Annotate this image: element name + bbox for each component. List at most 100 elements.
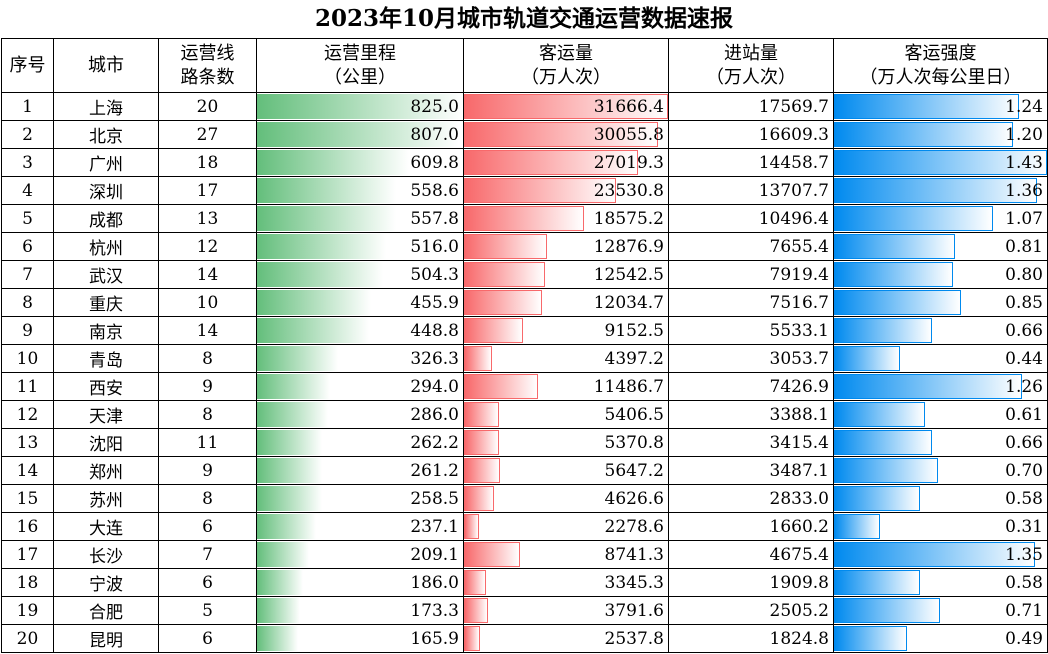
header-ridership: 客运量 （万人次） <box>463 38 669 93</box>
length-value: 557.8 <box>410 208 459 229</box>
intensity-value: 0.61 <box>1005 404 1043 425</box>
intensity-value: 1.24 <box>1005 96 1043 117</box>
intensity-databar <box>834 234 955 259</box>
cell-lines: 20 <box>158 92 257 121</box>
length-value: 609.8 <box>410 152 459 173</box>
cell-city: 武汉 <box>53 260 159 289</box>
ridership-databar <box>464 430 499 455</box>
cell-lines: 8 <box>158 344 257 373</box>
table-row: 7 武汉 14 504.3 12542.5 7919.4 0.80 <box>1 260 1048 289</box>
cell-intensity: 0.85 <box>833 288 1048 317</box>
cell-ridership: 2537.8 <box>463 624 669 653</box>
cell-intensity: 0.71 <box>833 596 1048 625</box>
cell-index: 12 <box>1 400 54 429</box>
header-entries: 进站量 （万人次） <box>668 38 834 93</box>
cell-index: 11 <box>1 372 54 401</box>
cell-length: 262.2 <box>256 428 464 457</box>
intensity-databar <box>834 570 921 595</box>
cell-ridership: 3791.6 <box>463 596 669 625</box>
cell-city: 广州 <box>53 148 159 177</box>
length-databar <box>257 486 322 511</box>
ridership-databar <box>464 122 658 147</box>
cell-lines: 9 <box>158 372 257 401</box>
intensity-databar <box>834 94 1019 119</box>
ridership-databar <box>464 514 479 539</box>
cell-lines: 27 <box>158 120 257 149</box>
table-row: 9 南京 14 448.8 9152.5 5533.1 0.66 <box>1 316 1048 345</box>
cell-entries: 5533.1 <box>668 316 834 345</box>
cell-city: 长沙 <box>53 540 159 569</box>
cell-index: 17 <box>1 540 54 569</box>
cell-city: 昆明 <box>53 624 159 653</box>
cell-length: 504.3 <box>256 260 464 289</box>
cell-ridership: 2278.6 <box>463 512 669 541</box>
cell-intensity: 1.07 <box>833 204 1048 233</box>
intensity-value: 0.71 <box>1005 600 1043 621</box>
ridership-databar <box>464 570 486 595</box>
ridership-value: 27019.3 <box>593 152 664 173</box>
length-value: 516.0 <box>410 236 459 257</box>
intensity-value: 0.58 <box>1005 488 1043 509</box>
ridership-databar <box>464 206 584 231</box>
intensity-databar <box>834 626 907 651</box>
cell-entries: 2833.0 <box>668 484 834 513</box>
table-row: 12 天津 8 286.0 5406.5 3388.1 0.61 <box>1 400 1048 429</box>
cell-ridership: 4397.2 <box>463 344 669 373</box>
ridership-databar <box>464 486 494 511</box>
cell-length: 237.1 <box>256 512 464 541</box>
length-value: 209.1 <box>410 544 459 565</box>
cell-city: 南京 <box>53 316 159 345</box>
cell-index: 18 <box>1 568 54 597</box>
length-databar <box>257 346 339 371</box>
length-value: 262.2 <box>410 432 459 453</box>
ridership-value: 23530.8 <box>593 180 664 201</box>
length-value: 173.3 <box>410 600 459 621</box>
cell-entries: 1660.2 <box>668 512 834 541</box>
cell-intensity: 0.61 <box>833 400 1048 429</box>
cell-intensity: 1.43 <box>833 148 1048 177</box>
length-databar <box>257 458 323 483</box>
ridership-databar <box>464 346 493 371</box>
cell-entries: 1909.8 <box>668 568 834 597</box>
intensity-databar <box>834 318 933 343</box>
cell-lines: 8 <box>158 484 257 513</box>
cell-intensity: 1.36 <box>833 176 1048 205</box>
cell-index: 3 <box>1 148 54 177</box>
intensity-value: 0.70 <box>1005 460 1043 481</box>
header-lines-line1: 运营线 <box>180 42 235 64</box>
ridership-value: 11486.7 <box>593 376 664 397</box>
ridership-value: 2278.6 <box>604 516 664 537</box>
ridership-value: 4397.2 <box>604 348 664 369</box>
cell-entries: 3415.4 <box>668 428 834 457</box>
length-databar <box>257 290 371 315</box>
intensity-value: 0.44 <box>1005 348 1043 369</box>
ridership-databar <box>464 542 521 567</box>
ridership-value: 31666.4 <box>593 96 664 117</box>
cell-city: 上海 <box>53 92 159 121</box>
intensity-databar <box>834 346 900 371</box>
length-value: 237.1 <box>410 516 459 537</box>
intensity-databar <box>834 514 881 539</box>
cell-lines: 17 <box>158 176 257 205</box>
cell-index: 5 <box>1 204 54 233</box>
length-value: 258.5 <box>410 488 459 509</box>
cell-intensity: 1.24 <box>833 92 1048 121</box>
length-value: 558.6 <box>410 180 459 201</box>
cell-length: 209.1 <box>256 540 464 569</box>
length-value: 504.3 <box>410 264 459 285</box>
table-row: 6 杭州 12 516.0 12876.9 7655.4 0.81 <box>1 232 1048 261</box>
cell-lines: 7 <box>158 540 257 569</box>
intensity-databar <box>834 598 940 623</box>
cell-index: 20 <box>1 624 54 653</box>
table-row: 20 昆明 6 165.9 2537.8 1824.8 0.49 <box>1 624 1048 653</box>
cell-length: 258.5 <box>256 484 464 513</box>
table-row: 17 长沙 7 209.1 8741.3 4675.4 1.35 <box>1 540 1048 569</box>
cell-length: 516.0 <box>256 232 464 261</box>
cell-entries: 14458.7 <box>668 148 834 177</box>
table-row: 3 广州 18 609.8 27019.3 14458.7 1.43 <box>1 148 1048 177</box>
cell-city: 大连 <box>53 512 159 541</box>
cell-lines: 9 <box>158 456 257 485</box>
cell-index: 19 <box>1 596 54 625</box>
table-row: 13 沈阳 11 262.2 5370.8 3415.4 0.66 <box>1 428 1048 457</box>
intensity-databar <box>834 542 1036 567</box>
